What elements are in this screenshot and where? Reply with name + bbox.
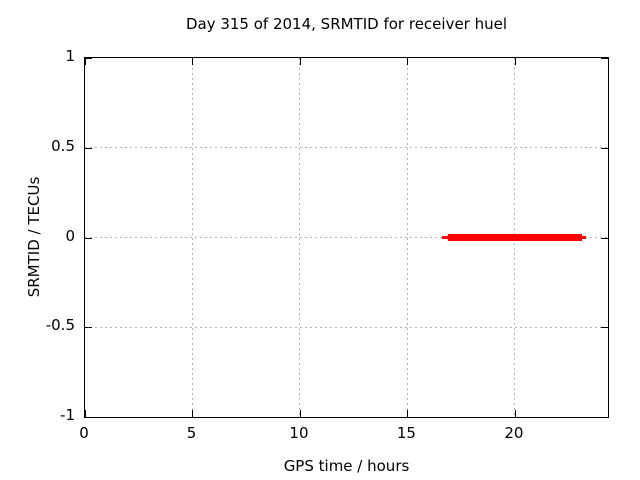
y-tick-mark-left	[85, 237, 92, 239]
y-gridline	[85, 237, 608, 238]
y-tick-mark-right	[601, 237, 608, 239]
x-tick-mark-bottom	[85, 410, 86, 417]
x-tick-label: 20	[504, 424, 524, 442]
y-tick-label: -1	[60, 406, 75, 424]
chart-title: Day 315 of 2014, SRMTID for receiver hue…	[185, 15, 508, 33]
y-tick-label: -0.5	[45, 316, 75, 335]
y-tick-mark-right	[601, 58, 608, 59]
x-tick-mark-bottom	[407, 410, 409, 417]
y-gridline	[85, 326, 608, 328]
x-tick-label: 0	[79, 424, 89, 442]
x-tick-mark-top	[514, 58, 516, 65]
y-tick-label: 0.5	[51, 136, 75, 155]
y-tick-mark-left	[85, 417, 92, 418]
x-tick-mark-bottom	[192, 410, 194, 417]
y-tick-mark-left	[85, 327, 92, 329]
x-tick-label: 10	[289, 424, 309, 442]
plot-area	[84, 57, 609, 418]
x-tick-mark-top	[407, 58, 409, 65]
y-tick-label: 1	[65, 47, 75, 65]
y-tick-mark-right	[601, 327, 608, 329]
y-tick-mark-left	[85, 58, 92, 59]
data-series-segment	[581, 236, 587, 239]
y-gridline	[85, 147, 608, 149]
y-tick-mark-right	[601, 147, 608, 149]
x-tick-label: 15	[396, 424, 416, 442]
y-tick-mark-left	[85, 147, 92, 149]
x-tick-mark-top	[299, 58, 301, 65]
x-tick-label: 5	[186, 424, 197, 442]
data-series-segment	[448, 234, 582, 241]
data-series-segment	[442, 236, 449, 239]
x-axis-title: GPS time / hours	[283, 457, 410, 475]
x-tick-mark-bottom	[514, 410, 516, 417]
y-tick-label: 0	[65, 226, 75, 245]
x-tick-mark-top	[85, 58, 86, 65]
x-tick-mark-top	[192, 58, 194, 65]
y-tick-mark-right	[601, 417, 608, 418]
x-tick-mark-bottom	[299, 410, 301, 417]
